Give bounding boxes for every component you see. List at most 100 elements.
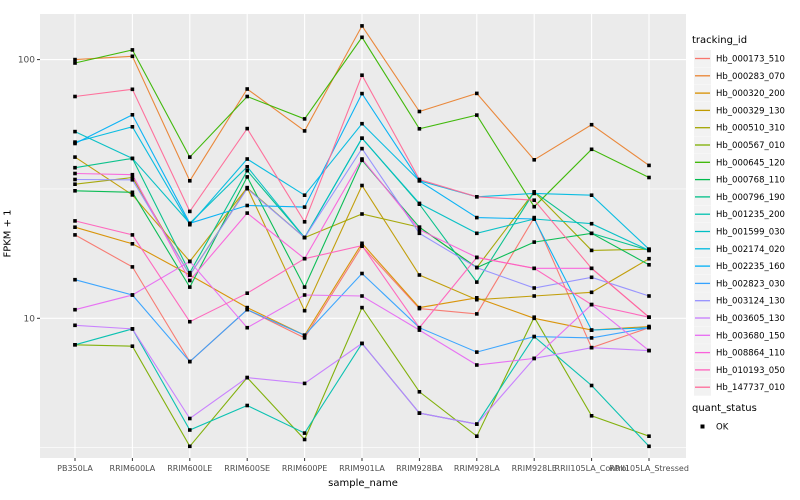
- data-point: [589, 221, 594, 226]
- data-point: [475, 280, 479, 284]
- data-point: [417, 305, 422, 310]
- data-point: [130, 87, 135, 92]
- data-point: [73, 219, 77, 223]
- data-point: [647, 315, 651, 319]
- data-point: [532, 204, 536, 209]
- legend-label: Hb_002823_030: [716, 279, 785, 289]
- data-point: [532, 286, 536, 290]
- data-point: [188, 179, 192, 183]
- data-point: [188, 428, 192, 432]
- data-point: [73, 155, 77, 159]
- data-point: [360, 73, 364, 77]
- legend-label: Hb_010193_050: [716, 366, 785, 376]
- legend-label: Hb_000796_190: [716, 193, 785, 203]
- data-point: [360, 183, 364, 188]
- data-point: [475, 422, 479, 426]
- data-point: [188, 444, 192, 449]
- data-point: [245, 168, 249, 173]
- x-tick-label: RRIM600LA: [110, 464, 156, 473]
- data-point: [589, 336, 594, 340]
- data-point: [130, 293, 135, 297]
- data-point: [302, 235, 307, 240]
- data-point: [188, 273, 192, 277]
- data-point: [73, 141, 77, 146]
- data-point: [647, 434, 651, 438]
- data-point: [360, 91, 364, 96]
- data-point: [130, 193, 135, 197]
- data-point: [532, 266, 536, 271]
- data-point: [475, 265, 479, 270]
- data-point: [589, 147, 594, 152]
- data-point: [73, 165, 77, 170]
- data-point: [302, 193, 307, 197]
- x-tick-label: PB350LA: [57, 464, 93, 473]
- data-point: [475, 91, 479, 96]
- x-tick-label: RRIM600PE: [282, 464, 328, 473]
- data-point: [302, 336, 307, 340]
- data-point: [73, 233, 77, 237]
- data-point: [188, 285, 192, 289]
- data-point: [302, 431, 307, 435]
- data-point: [130, 175, 135, 180]
- data-point: [302, 256, 307, 261]
- data-point: [188, 155, 192, 159]
- data-point: [130, 178, 135, 182]
- data-point: [589, 248, 594, 253]
- legend-label: Hb_000510_310: [716, 124, 785, 134]
- data-point: [647, 163, 651, 168]
- legend-label: Hb_002235_160: [716, 262, 785, 272]
- data-point: [532, 158, 536, 162]
- data-point: [302, 308, 307, 313]
- y-tick-label: 100: [18, 56, 35, 66]
- data-point: [589, 345, 594, 350]
- data-point: [417, 325, 422, 330]
- data-point: [647, 325, 651, 330]
- data-point: [73, 277, 77, 282]
- data-point: [647, 175, 651, 180]
- data-point: [360, 212, 364, 216]
- data-point: [302, 117, 307, 121]
- x-tick-label: RRIM928LA: [454, 464, 500, 473]
- legend-label: Hb_000768_110: [716, 176, 785, 186]
- data-point: [188, 416, 192, 421]
- plot-panel: [40, 14, 686, 458]
- data-point: [647, 256, 651, 261]
- y-axis-title: FPKM + 1: [2, 209, 14, 258]
- x-tick-label: RRIM600LE: [167, 464, 212, 473]
- legend-label: Hb_001235_200: [716, 210, 785, 220]
- x-tick-label: RRII105LA_Control: [555, 464, 629, 473]
- legend-label: Hb_000329_130: [716, 106, 785, 116]
- data-point: [130, 156, 135, 161]
- data-point: [188, 278, 192, 283]
- data-point: [589, 266, 594, 271]
- legend-title-tracking-id: tracking_id: [692, 35, 747, 46]
- data-point: [647, 263, 651, 267]
- data-point: [245, 403, 249, 408]
- legend-label: Hb_000645_120: [716, 158, 785, 168]
- x-tick-label: RRIM928BA: [396, 464, 443, 473]
- data-point: [245, 325, 249, 330]
- data-point: [417, 273, 422, 277]
- x-axis-title: sample_name: [328, 478, 398, 489]
- data-point: [532, 356, 536, 361]
- data-point: [589, 290, 594, 295]
- data-point: [360, 35, 364, 40]
- data-point: [417, 328, 422, 332]
- data-point: [417, 127, 422, 131]
- data-point: [245, 87, 249, 91]
- data-point: [589, 122, 594, 127]
- data-point: [245, 165, 249, 169]
- data-point: [245, 375, 249, 380]
- x-tick-label: RRII105LA_Stressed: [609, 464, 689, 473]
- data-point: [360, 294, 364, 298]
- data-point: [130, 190, 135, 195]
- data-point: [73, 182, 77, 186]
- data-point: [188, 319, 192, 324]
- data-point: [532, 315, 536, 319]
- data-point: [245, 291, 249, 295]
- data-point: [302, 205, 307, 209]
- data-point: [73, 57, 77, 62]
- data-point: [188, 359, 192, 364]
- data-point: [647, 247, 651, 251]
